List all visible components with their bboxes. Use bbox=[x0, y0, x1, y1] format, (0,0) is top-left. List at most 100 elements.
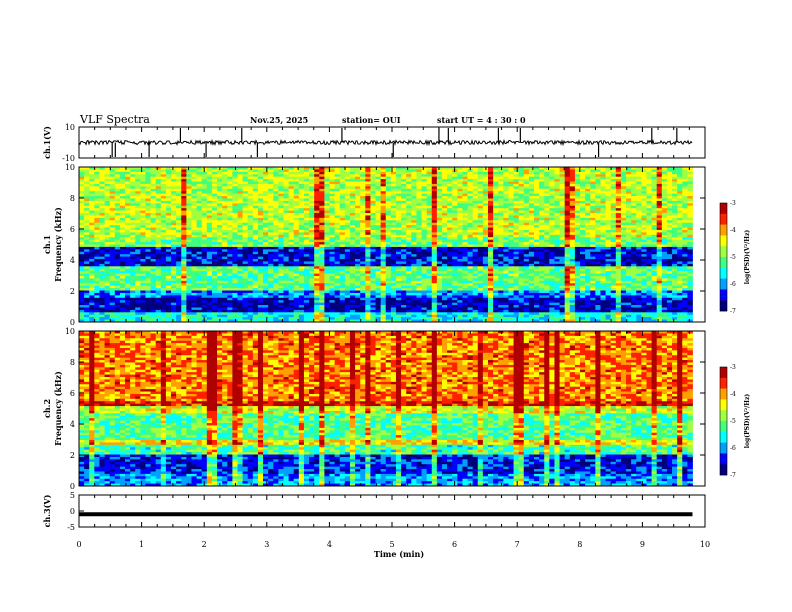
spectrogram-cell bbox=[155, 237, 162, 241]
spectrogram-cell bbox=[94, 203, 100, 207]
spectrogram-cell bbox=[436, 183, 443, 187]
spectrogram-cell bbox=[181, 263, 187, 267]
spectrogram-cell bbox=[534, 213, 540, 216]
spectrogram-cell bbox=[140, 263, 146, 267]
spectrogram-cell bbox=[539, 227, 545, 231]
spectrogram-cell bbox=[462, 217, 468, 221]
spectrogram-cell bbox=[615, 213, 622, 216]
spectrogram-cell bbox=[585, 181, 591, 185]
spectrogram-cell bbox=[462, 196, 468, 199]
spectrogram-cell bbox=[171, 259, 177, 262]
spectrogram-cell bbox=[549, 198, 555, 202]
spectrogram-cell bbox=[186, 179, 192, 182]
spectrogram-cell bbox=[590, 254, 596, 258]
spectrogram-cell bbox=[580, 229, 586, 233]
spectrogram-cell bbox=[620, 244, 627, 248]
spectrogram-cell bbox=[380, 210, 387, 214]
spectrogram-cell bbox=[508, 239, 514, 243]
spectrogram-cell bbox=[672, 242, 678, 245]
spectrogram-cell bbox=[395, 217, 402, 221]
spectrogram-cell bbox=[252, 220, 259, 224]
spectrogram-cell bbox=[155, 203, 162, 207]
spectrogram-cell bbox=[569, 198, 576, 202]
spectrogram-cell bbox=[472, 222, 479, 226]
spectrogram-cell bbox=[441, 171, 448, 175]
spectrogram-cell bbox=[380, 217, 387, 221]
spectrogram-cell bbox=[682, 232, 688, 236]
spectrogram-cell bbox=[130, 200, 136, 204]
spectrogram-cell bbox=[549, 229, 555, 233]
spectrogram-cell bbox=[181, 176, 187, 180]
spectrogram-cell bbox=[503, 208, 509, 211]
spectrogram-cell bbox=[165, 196, 172, 199]
spectrogram-cell bbox=[390, 200, 397, 204]
spectrogram-cell bbox=[626, 256, 632, 260]
spectrogram-cell bbox=[513, 183, 520, 187]
spectrogram-cell bbox=[482, 239, 489, 243]
spectrogram-cell bbox=[176, 225, 182, 228]
spectrogram-cell bbox=[385, 251, 392, 255]
spectrogram-cell bbox=[155, 171, 162, 175]
spectrogram-cell bbox=[283, 193, 289, 197]
spectrogram-cell bbox=[431, 263, 438, 267]
spectrogram-cell bbox=[610, 232, 617, 236]
spectrogram-cell bbox=[631, 186, 637, 190]
spectrogram-cell bbox=[482, 229, 489, 233]
spectrogram-cell bbox=[186, 205, 192, 209]
spectrogram-cell bbox=[580, 171, 586, 175]
spectrogram-cell bbox=[626, 251, 632, 255]
spectrogram-cell bbox=[610, 227, 617, 231]
spectrogram-cell bbox=[656, 234, 663, 238]
spectrogram-cell bbox=[411, 261, 417, 265]
spectrogram-cell bbox=[585, 222, 591, 226]
spectrogram-cell bbox=[605, 234, 612, 238]
spectrogram-cell bbox=[559, 167, 566, 170]
spectrogram-cell bbox=[610, 205, 617, 209]
spectrogram-cell bbox=[181, 174, 187, 178]
spectrogram-cell bbox=[631, 205, 637, 209]
spectrogram-cell bbox=[457, 227, 463, 231]
spectrogram-cell bbox=[477, 256, 484, 260]
spectrogram-cell bbox=[462, 179, 468, 182]
spectrogram-cell bbox=[160, 167, 167, 170]
spectrogram-cell bbox=[309, 263, 315, 267]
spectrogram-cell bbox=[610, 167, 617, 170]
spectrogram-cell bbox=[201, 234, 208, 238]
spectrogram-cell bbox=[600, 193, 606, 197]
spectrogram-cell bbox=[559, 261, 566, 265]
spectrogram-cell bbox=[114, 261, 121, 265]
spectrogram-cell bbox=[278, 222, 284, 226]
spectrogram-cell bbox=[329, 229, 336, 233]
spectrogram-cell bbox=[293, 242, 300, 245]
spectrogram-cell bbox=[99, 244, 105, 248]
spectrogram-cell bbox=[605, 174, 612, 178]
spectrogram-cell bbox=[416, 215, 422, 219]
spectrogram-cell bbox=[574, 179, 581, 182]
spectrogram-cell bbox=[365, 225, 371, 228]
spectrogram-cell bbox=[539, 193, 545, 197]
spectrogram-cell bbox=[661, 181, 668, 185]
spectrogram-cell bbox=[119, 181, 126, 185]
spectrogram-cell bbox=[283, 254, 289, 258]
spectrogram-cell bbox=[600, 239, 606, 243]
spectrogram-cell bbox=[145, 244, 151, 248]
spectrogram-cell bbox=[355, 234, 361, 238]
spectrogram-cell bbox=[585, 256, 591, 260]
spectrogram-cell bbox=[268, 179, 274, 182]
spectrogram-cell bbox=[513, 234, 520, 238]
spectrogram-cell bbox=[186, 263, 192, 267]
spectrogram-cell bbox=[324, 229, 330, 233]
spectrogram-cell bbox=[298, 220, 305, 224]
spectrogram-cell bbox=[176, 191, 182, 195]
spectrogram-cell bbox=[150, 266, 157, 270]
spectrogram-cell bbox=[462, 191, 468, 195]
spectrogram-cell bbox=[119, 222, 126, 226]
spectrogram-cell bbox=[574, 193, 581, 197]
spectrogram-cell bbox=[252, 227, 259, 231]
spectrogram-cell bbox=[539, 213, 545, 216]
spectrogram-cell bbox=[278, 261, 284, 265]
spectrogram-cell bbox=[580, 242, 586, 245]
spectrogram-cell bbox=[605, 191, 612, 195]
spectrogram-cell bbox=[339, 237, 346, 241]
spectrogram-cell bbox=[360, 181, 366, 185]
